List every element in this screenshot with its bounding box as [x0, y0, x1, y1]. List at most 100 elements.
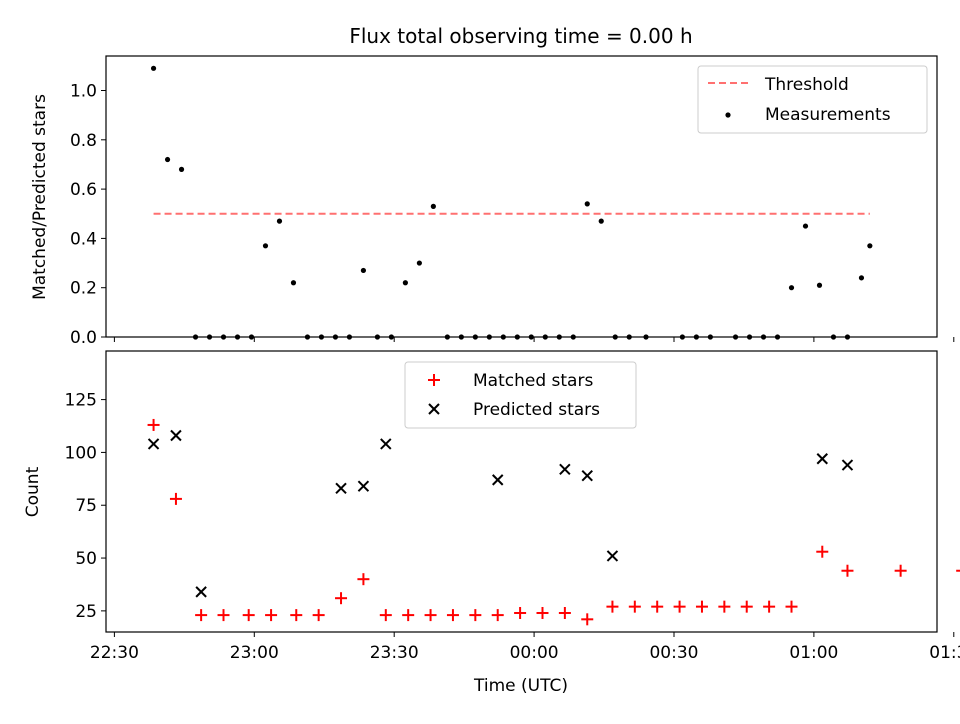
top-y-tick-label: 0.0 [70, 328, 97, 348]
matched-star-marker [265, 609, 278, 622]
bottom-y-tick-label: 50 [75, 549, 97, 569]
predicted-star-b [606, 550, 619, 562]
predicted-star-b [559, 463, 571, 476]
predicted-star-b [170, 429, 182, 442]
bottom-x-ticks: 22:3023:0023:3000:0000:3001:0001:3002:00… [90, 632, 960, 663]
measurement-point [598, 218, 604, 224]
legend-matched-label: Matched stars [473, 371, 593, 391]
predicted-star-marker [147, 438, 160, 450]
matched-star-marker [536, 606, 549, 619]
legend-predicted-swatch [428, 403, 440, 415]
top-legend: Threshold Measurements [697, 65, 928, 134]
matched-star-marker [894, 564, 907, 577]
measurement-point [276, 218, 283, 224]
matched-star-marker [217, 609, 230, 622]
measurement-point [858, 275, 865, 281]
matched-star-marker [514, 606, 527, 619]
matched-star-marker [816, 545, 829, 558]
matched-star-marker [763, 600, 776, 613]
legend-predicted-label: Predicted stars [473, 400, 600, 420]
legend-measurements-label: Measurements [765, 105, 891, 125]
bottom-x-tick-label: 01:00 [789, 643, 838, 663]
bottom-y-tick-label: 25 [75, 602, 97, 622]
measurement-point [402, 280, 408, 286]
measurement-point [290, 280, 297, 286]
measurement-point [867, 243, 873, 249]
predicted-star-marker [170, 429, 182, 442]
measurement-point [584, 201, 590, 207]
predicted-star-marker [606, 550, 619, 562]
matched-star-marker [695, 600, 708, 613]
predicted-star-marker [357, 480, 370, 492]
matched-star-marker [402, 609, 415, 622]
top-y-tick-label: 0.8 [70, 131, 97, 151]
top-y-tick-label: 0.6 [70, 180, 97, 200]
measurement-point [430, 203, 436, 209]
predicted-star-marker [559, 463, 571, 476]
measurement-point [788, 285, 795, 291]
bottom-y-axis-label: Count [23, 466, 43, 517]
matched-star-marker [469, 609, 482, 622]
bottom-x-tick-label: 23:30 [370, 643, 419, 663]
predicted-star-b [492, 474, 504, 486]
measurement-point [360, 267, 367, 274]
bottom-legend: Matched stars Predicted stars [404, 361, 637, 429]
predicted-star-marker [492, 474, 504, 486]
bottom-legend-box [404, 361, 637, 429]
top-panel: Flux total observing time = 0.00 h 0.00.… [30, 24, 955, 348]
measurement-point [816, 282, 823, 288]
matched-star-marker [147, 418, 160, 431]
predicted-star-marker [335, 482, 347, 495]
matched-star-marker [651, 600, 664, 613]
matched-star-marker [718, 600, 731, 613]
matched-star-marker [195, 609, 208, 622]
top-y-ticks: 0.0 0.2 0.4 0.6 0.8 1.0 [70, 82, 106, 348]
top-y-tick-label: 0.2 [70, 279, 97, 299]
bottom-x-tick-label: 00:30 [649, 643, 698, 663]
predicted-star-b [816, 453, 828, 465]
chart-title: Flux total observing time = 0.00 h [349, 24, 692, 48]
matched-star-marker [379, 609, 392, 622]
legend-threshold-label: Threshold [764, 75, 849, 95]
bottom-y-tick-label: 100 [65, 443, 97, 463]
predicted-star-marker [841, 459, 854, 471]
matched-star-marker [606, 600, 619, 613]
top-y-tick-label: 1.0 [70, 82, 97, 102]
measurement-point [262, 243, 269, 249]
top-axes-frame [105, 55, 938, 338]
matched-star-marker [581, 613, 594, 626]
matched-star-marker [242, 609, 255, 622]
matched-star-marker [740, 600, 753, 613]
predicted-star-marker [195, 586, 207, 598]
matched-star-marker [841, 564, 854, 577]
matched-star-marker [446, 609, 459, 622]
matched-star-marker [290, 609, 303, 622]
bottom-x-tick-label: 22:30 [90, 643, 139, 663]
legend-matched-swatch [428, 374, 440, 386]
matched-star-marker [357, 573, 370, 586]
matched-star-marker [169, 492, 182, 505]
bottom-axes-frame [105, 350, 938, 633]
predicted-star-b [147, 438, 160, 450]
matched-star-marker [491, 609, 504, 622]
top-legend-box [697, 65, 928, 134]
bottom-x-tick-label: 00:00 [510, 643, 559, 663]
predicted-star-b [195, 586, 207, 598]
bottom-y-ticks: 25 50 75 100 125 [65, 391, 106, 622]
legend-measurements-swatch [725, 112, 731, 118]
measurement-point [802, 223, 809, 229]
matched-star-marker [335, 592, 348, 605]
matched-star-marker [558, 606, 571, 619]
bottom-x-tick-label: 01:30 [929, 643, 960, 663]
measurement-point [164, 156, 171, 163]
predicted-star-marker [380, 438, 392, 450]
bottom-y-tick-label: 125 [65, 391, 97, 411]
measurement-point [416, 260, 422, 266]
matched-star-marker [312, 609, 325, 622]
predicted-star-marker [581, 469, 593, 482]
x-axis-label: Time (UTC) [473, 676, 568, 696]
top-y-tick-label: 0.4 [70, 229, 97, 249]
matched-star-marker [673, 600, 686, 613]
bottom-y-tick-label: 75 [75, 496, 97, 516]
